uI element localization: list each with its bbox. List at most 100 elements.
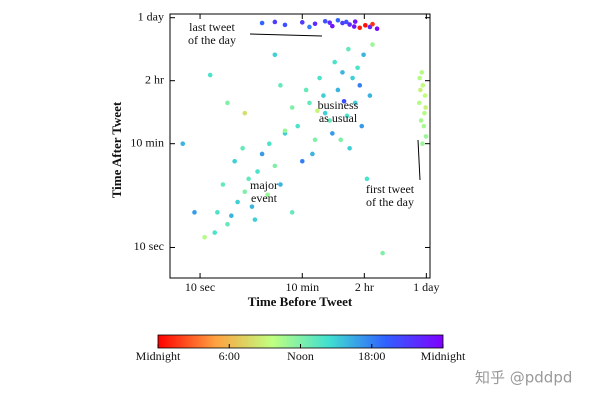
annotation: event: [251, 191, 278, 205]
colorbar-tick-label: Midnight: [136, 349, 181, 363]
point: [338, 137, 344, 143]
point: [423, 134, 429, 139]
x-tick-label: 10 min: [285, 280, 319, 294]
point: [359, 123, 365, 129]
y-axis-label: Time After Tweet: [109, 101, 124, 198]
point: [420, 83, 426, 88]
point: [370, 21, 375, 27]
point: [212, 230, 218, 235]
point: [225, 100, 230, 106]
point: [330, 23, 335, 29]
point: [295, 123, 301, 129]
point: [367, 93, 373, 98]
point: [340, 20, 345, 26]
colorbar-tick-label: 18:00: [358, 349, 385, 363]
point: [266, 141, 272, 146]
pointer: [249, 33, 323, 37]
point: [335, 17, 341, 23]
point: [202, 234, 207, 240]
point: [322, 18, 328, 24]
point: [252, 217, 258, 222]
y-tick-label: 1 day: [138, 9, 164, 23]
point: [347, 22, 352, 27]
annotation: of the day: [188, 33, 236, 47]
point: [307, 100, 312, 106]
point: [246, 176, 251, 182]
point: [355, 65, 360, 71]
point: [299, 20, 305, 25]
point: [420, 141, 425, 146]
point: [357, 83, 363, 88]
point: [327, 118, 333, 123]
point: [416, 100, 422, 106]
point: [259, 151, 265, 157]
point: [240, 146, 245, 151]
y-tick-label: 2 hr: [145, 72, 164, 86]
point: [289, 105, 295, 110]
point: [327, 20, 333, 25]
plot-frame: [169, 13, 431, 279]
x-axis-label: Time Before Tweet: [248, 294, 353, 309]
point: [278, 83, 283, 88]
point: [418, 118, 424, 123]
point: [423, 105, 428, 110]
point: [350, 75, 355, 81]
point: [278, 182, 283, 187]
annotation: business: [318, 98, 359, 112]
y-tick-label: 10 sec: [134, 239, 164, 253]
point: [289, 210, 295, 215]
point: [374, 26, 380, 31]
point: [352, 100, 358, 106]
point: [363, 23, 368, 28]
point: [340, 70, 345, 75]
point: [303, 87, 309, 93]
point: [272, 52, 278, 58]
point: [249, 204, 255, 209]
annotation: as usual: [319, 111, 358, 125]
point: [242, 110, 248, 116]
point: [346, 46, 351, 52]
point: [332, 59, 338, 65]
point: [220, 182, 226, 187]
point: [347, 146, 352, 151]
point: [235, 199, 240, 205]
point: [312, 21, 318, 27]
point: [192, 210, 197, 215]
y-tick-label: 10 min: [130, 135, 164, 149]
point: [417, 75, 422, 81]
point: [215, 210, 220, 215]
annotation: of the day: [366, 195, 414, 209]
point: [351, 24, 357, 29]
point: [380, 250, 385, 256]
point: [344, 19, 349, 25]
point: [242, 189, 248, 195]
point: [232, 158, 237, 164]
point: [344, 113, 350, 119]
point: [265, 192, 270, 198]
point: [322, 110, 328, 116]
point: [299, 158, 305, 164]
pointer: [417, 139, 421, 181]
point: [419, 70, 425, 75]
colorbar-tick-label: Midnight: [421, 349, 466, 363]
point: [341, 98, 347, 104]
points: [180, 17, 429, 256]
point: [357, 25, 363, 31]
point: [321, 93, 326, 98]
point: [225, 221, 230, 227]
x-tick-label: 10 sec: [185, 280, 215, 294]
point: [330, 131, 335, 136]
point: [207, 72, 213, 78]
point: [282, 128, 288, 134]
annotation: major: [250, 178, 278, 192]
point: [310, 151, 315, 157]
annotation: last tweet: [189, 20, 235, 34]
point: [352, 19, 358, 24]
point: [229, 213, 234, 219]
point: [364, 176, 370, 182]
point: [418, 87, 423, 93]
point: [422, 93, 428, 98]
point: [335, 87, 341, 93]
point: [317, 75, 322, 81]
